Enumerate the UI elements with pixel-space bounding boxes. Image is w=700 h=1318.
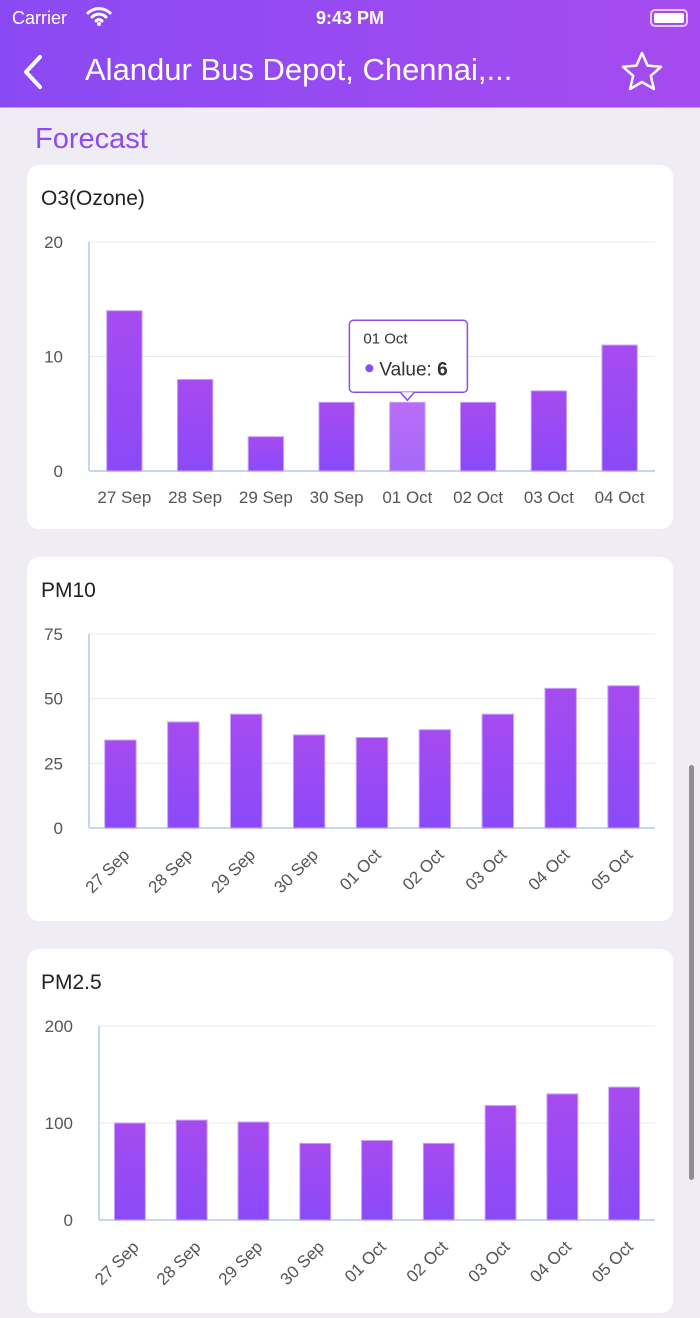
- tooltip-category: 01 Oct: [363, 330, 408, 347]
- pm25-chart: 0 100 200 27 Sep 28 Sep 29 Sep 30 Sep 01 Oct 02 …: [45, 1017, 655, 1289]
- bar-01-oct: [355, 736, 389, 829]
- carrier-label: Carrier: [12, 8, 68, 28]
- bar-03-oct: [484, 1105, 517, 1221]
- bar-30-sep: [292, 734, 326, 829]
- x-tick-label: 01 Oct: [382, 488, 432, 507]
- battery-icon: [650, 9, 688, 27]
- y-tick-label: 200: [45, 1017, 73, 1036]
- bar-02-oct: [422, 1142, 455, 1221]
- bar-01-oct: [389, 401, 426, 472]
- chart-card-pm25: PM2.5 0 100 200 27 Sep 28 Sep 29 Sep 30 Sep 01 …: [27, 949, 673, 1313]
- x-tick-label: 03 Oct: [524, 488, 574, 507]
- x-tick-label: 02 Oct: [453, 488, 503, 507]
- x-tick-label: 29 Sep: [239, 488, 293, 507]
- x-tick-label: 04 Oct: [595, 488, 645, 507]
- x-tick-label: 05 Oct: [588, 845, 637, 894]
- bar-29-sep: [230, 713, 263, 829]
- x-tick-label: 01 Oct: [341, 1237, 390, 1286]
- y-tick-label: 20: [44, 233, 63, 252]
- tooltip-pointer: [399, 391, 415, 402]
- y-tick-label: 0: [64, 1211, 73, 1230]
- y-tick-label: 75: [44, 625, 63, 644]
- tooltip: [348, 319, 469, 394]
- wifi-icon: [86, 7, 112, 26]
- favorite-star-button[interactable]: [620, 50, 664, 92]
- bar-02-oct: [459, 401, 497, 472]
- chart-card-o3: O3(Ozone) 0 10 20 27 Sep 28 Sep 29 Sep 30 Sep 0…: [27, 165, 673, 529]
- bar-29-sep: [247, 436, 285, 472]
- chart-title: PM10: [41, 579, 96, 602]
- tooltip-series-dot: [365, 364, 374, 373]
- bar-02-oct: [418, 729, 452, 829]
- bar-29-sep: [237, 1121, 270, 1221]
- x-tick-label: 27 Sep: [91, 1237, 143, 1289]
- bar-04-oct: [544, 687, 577, 829]
- bar-30-sep: [318, 401, 355, 472]
- x-tick-label: 28 Sep: [153, 1237, 205, 1289]
- page-title: Alandur Bus Depot, Chennai,...: [85, 52, 513, 87]
- y-tick-label: 25: [44, 754, 63, 773]
- x-tick-label: 05 Oct: [588, 1237, 637, 1286]
- bar-28-sep: [176, 378, 214, 472]
- bar-05-oct: [608, 1086, 641, 1221]
- y-tick-label: 0: [54, 819, 63, 838]
- clock: 9:43 PM: [315, 8, 385, 28]
- status-bar: Carrier 9:43 PM: [12, 6, 688, 30]
- x-tick-label: 30 Sep: [277, 1237, 329, 1289]
- chart-card-pm10: PM10 0 25 50 75 27 Sep 28 Sep 29 Sep 30 Sep 01 O…: [27, 557, 673, 921]
- y-tick-label: 100: [45, 1114, 73, 1133]
- o3-chart: 0 10 20 27 Sep 28 Sep 29 Sep 30 Sep 01 Oct 02 Oc…: [44, 233, 655, 507]
- bar-04-oct: [601, 344, 638, 472]
- x-tick-label: 02 Oct: [403, 1237, 452, 1286]
- bar-27-sep: [113, 1122, 146, 1221]
- bar-30-sep: [299, 1142, 332, 1221]
- bar-03-oct: [481, 713, 514, 829]
- tooltip-value: Value: 6: [379, 359, 447, 380]
- x-tick-label: 28 Sep: [145, 845, 197, 897]
- nav-header: Carrier 9:43 PM Alandur Bus Depot, Chenn…: [0, 0, 700, 108]
- y-tick-label: 0: [54, 462, 63, 481]
- x-tick-label: 03 Oct: [462, 845, 511, 894]
- x-tick-label: 27 Sep: [82, 845, 134, 897]
- x-tick-label: 01 Oct: [336, 845, 385, 894]
- y-tick-label: 10: [44, 348, 63, 367]
- bar-03-oct: [530, 390, 568, 472]
- x-tick-label: 02 Oct: [399, 845, 448, 894]
- bar-27-sep: [106, 310, 143, 472]
- back-button[interactable]: [20, 52, 50, 92]
- pm10-chart: 0 25 50 75 27 Sep 28 Sep 29 Sep 30 Sep 01 Oct 02 …: [44, 625, 655, 897]
- bar-04-oct: [546, 1093, 579, 1221]
- x-tick-label: 04 Oct: [525, 845, 574, 894]
- chart-title: PM2.5: [41, 971, 102, 994]
- x-tick-label: 29 Sep: [208, 845, 260, 897]
- x-tick-label: 29 Sep: [215, 1237, 267, 1289]
- scrollbar[interactable]: [689, 765, 694, 1180]
- x-tick-label: 04 Oct: [526, 1237, 575, 1286]
- bar-28-sep: [175, 1119, 208, 1221]
- x-tick-label: 27 Sep: [97, 488, 151, 507]
- y-tick-label: 50: [44, 690, 63, 709]
- chart-title: O3(Ozone): [41, 187, 145, 210]
- section-title: Forecast: [35, 123, 148, 155]
- bar-05-oct: [607, 685, 640, 829]
- bar-27-sep: [104, 739, 137, 829]
- x-tick-label: 30 Sep: [310, 488, 364, 507]
- x-tick-label: 30 Sep: [270, 845, 322, 897]
- bar-28-sep: [167, 721, 200, 829]
- x-tick-label: 28 Sep: [168, 488, 222, 507]
- bar-01-oct: [361, 1139, 393, 1221]
- x-tick-label: 03 Oct: [465, 1237, 514, 1286]
